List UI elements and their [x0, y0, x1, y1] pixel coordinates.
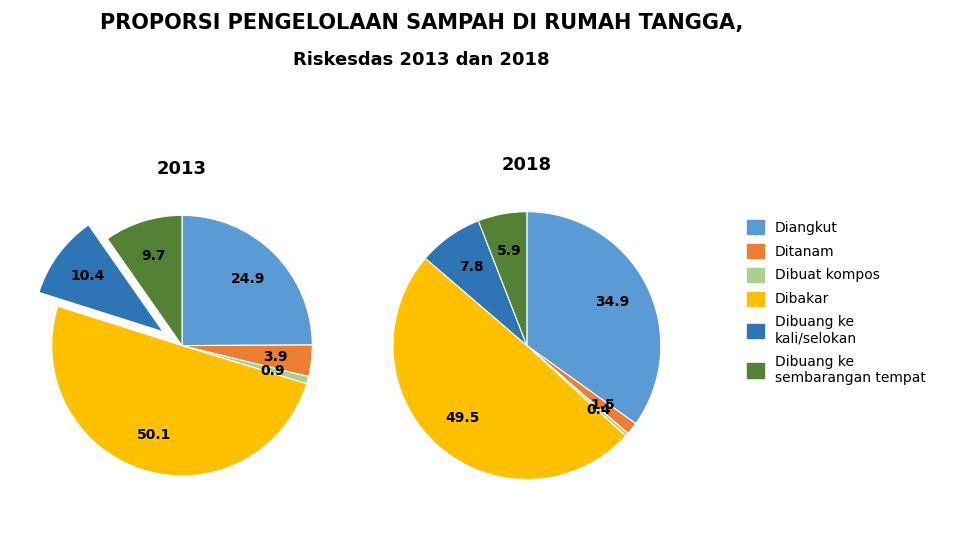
Wedge shape: [527, 212, 661, 424]
Text: 9.7: 9.7: [142, 249, 166, 263]
Text: 3.9: 3.9: [262, 349, 287, 363]
Wedge shape: [107, 215, 182, 346]
Wedge shape: [527, 346, 636, 434]
Text: 0.4: 0.4: [586, 403, 611, 417]
Text: 34.9: 34.9: [596, 294, 629, 308]
Text: PROPORSI PENGELOLAAN SAMPAH DI RUMAH TANGGA,: PROPORSI PENGELOLAAN SAMPAH DI RUMAH TAN…: [100, 14, 743, 33]
Wedge shape: [52, 306, 307, 476]
Wedge shape: [478, 212, 527, 346]
Text: 10.4: 10.4: [70, 269, 104, 283]
Text: 5.9: 5.9: [497, 244, 521, 258]
Text: 0.9: 0.9: [261, 363, 285, 377]
Text: 49.5: 49.5: [445, 411, 480, 425]
Text: 1.5: 1.5: [590, 399, 615, 413]
Wedge shape: [182, 346, 308, 384]
Wedge shape: [182, 345, 312, 376]
Wedge shape: [425, 221, 527, 346]
Text: 50.1: 50.1: [137, 428, 171, 442]
Wedge shape: [393, 258, 626, 480]
Text: 7.8: 7.8: [459, 260, 484, 274]
Wedge shape: [39, 225, 163, 332]
Legend: Diangkut, Ditanam, Dibuat kompos, Dibakar, Dibuang ke
kali/selokan, Dibuang ke
s: Diangkut, Ditanam, Dibuat kompos, Dibaka…: [742, 216, 929, 389]
Text: Riskesdas 2013 dan 2018: Riskesdas 2013 dan 2018: [293, 51, 550, 69]
Title: 2018: 2018: [502, 156, 552, 174]
Wedge shape: [182, 215, 312, 346]
Wedge shape: [527, 346, 627, 436]
Title: 2013: 2013: [157, 160, 207, 178]
Text: 24.9: 24.9: [231, 272, 265, 286]
